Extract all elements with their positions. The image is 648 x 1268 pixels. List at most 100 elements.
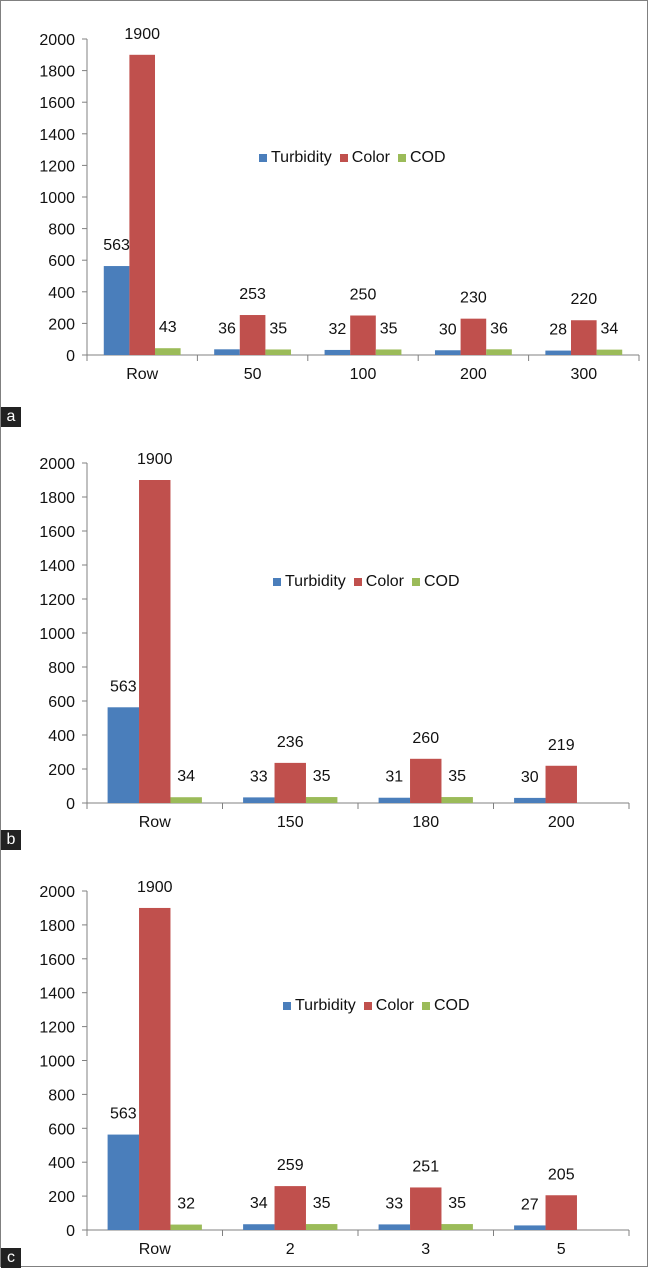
legend-swatch-color xyxy=(363,1002,372,1010)
bar-color-row xyxy=(139,480,171,803)
legend-item-color: Color xyxy=(363,997,414,1015)
bar-turbidity-150 xyxy=(243,797,275,803)
y-tick-label: 800 xyxy=(48,1087,75,1104)
bar-cod-row xyxy=(155,348,181,355)
bar-color-200 xyxy=(545,765,577,803)
legend-item-turbidity: Turbidity xyxy=(259,149,332,167)
legend-swatch-cod xyxy=(422,1002,430,1010)
bar-cod-100 xyxy=(375,349,402,355)
bar-turbidity-2 xyxy=(243,1224,275,1230)
data-label-turbidity: 33 xyxy=(385,1195,403,1212)
data-label-color: 236 xyxy=(277,734,304,751)
legend-swatch-turbidity xyxy=(259,154,267,162)
bar-color-100 xyxy=(350,315,376,355)
legend-item-color: Color xyxy=(339,149,390,167)
panel-label-b: b xyxy=(1,830,21,850)
bar-turbidity-row xyxy=(107,707,140,803)
y-tick-label: 0 xyxy=(66,348,75,365)
bar-cod-row xyxy=(170,1224,202,1230)
x-category-label: 200 xyxy=(548,814,575,831)
data-label-color: 1900 xyxy=(124,26,160,43)
legend-label-turbidity: Turbidity xyxy=(285,573,346,590)
data-label-cod: 35 xyxy=(448,768,466,785)
data-label-cod: 35 xyxy=(380,320,398,337)
bar-color-row xyxy=(139,907,171,1230)
legend-label-color: Color xyxy=(351,149,390,166)
x-category-label: 50 xyxy=(244,366,262,383)
bar-color-180 xyxy=(410,758,442,803)
y-tick-label: 0 xyxy=(66,1223,75,1240)
y-tick-label: 1800 xyxy=(39,490,75,507)
bar-color-5 xyxy=(545,1195,577,1230)
y-tick-label: 1800 xyxy=(39,64,75,81)
data-label-turbidity: 563 xyxy=(110,678,137,695)
bar-chart-b: 0 200 400 600 800 1000 1200 1400 1600 1800 2000 Row… xyxy=(39,451,630,831)
chart-legend: Turbidity Color COD xyxy=(283,997,478,1015)
bar-turbidity-100 xyxy=(324,349,351,355)
bar-color-3 xyxy=(410,1187,442,1230)
bar-turbidity-200 xyxy=(434,350,461,355)
bar-turbidity-5 xyxy=(514,1225,546,1230)
x-category-label: 150 xyxy=(277,814,304,831)
x-category-label: 100 xyxy=(350,366,377,383)
data-label-turbidity: 30 xyxy=(439,321,457,338)
data-label-cod: 43 xyxy=(159,319,177,336)
chart-panel-c: 0 200 400 600 800 1000 1200 1400 1600 1800 2000 Row… xyxy=(1,849,648,1268)
data-label-cod: 32 xyxy=(177,1196,195,1213)
bar-color-200 xyxy=(460,318,487,355)
legend-item-turbidity: Turbidity xyxy=(273,573,346,591)
data-label-color: 220 xyxy=(570,291,597,308)
bar-turbidity-50 xyxy=(214,349,240,355)
chart-legend: Turbidity Color COD xyxy=(259,149,454,167)
y-tick-label: 1000 xyxy=(39,626,75,643)
bar-cod-300 xyxy=(596,349,623,355)
y-tick-label: 800 xyxy=(48,660,75,677)
panel-label-c: c xyxy=(1,1248,21,1268)
y-tick-label: 1800 xyxy=(39,918,75,935)
data-label-turbidity: 563 xyxy=(103,237,130,254)
y-tick-label: 1600 xyxy=(39,524,75,541)
legend-swatch-cod xyxy=(412,578,420,586)
legend-swatch-color xyxy=(339,154,348,162)
legend-item-color: Color xyxy=(353,573,404,591)
data-label-color: 260 xyxy=(412,730,439,747)
data-label-color: 230 xyxy=(460,290,487,307)
legend-label-cod: COD xyxy=(434,997,470,1014)
y-tick-label: 400 xyxy=(48,728,75,745)
y-tick-label: 1400 xyxy=(39,127,75,144)
legend-swatch-color xyxy=(353,578,362,586)
data-label-color: 250 xyxy=(350,287,377,304)
data-label-cod: 35 xyxy=(269,320,287,337)
chart-panel-b: 0 200 400 600 800 1000 1200 1400 1600 1800 2000 Row… xyxy=(1,425,648,850)
y-tick-label: 1200 xyxy=(39,158,75,175)
y-tick-label: 2000 xyxy=(39,456,75,473)
legend-swatch-cod xyxy=(398,154,406,162)
y-tick-label: 1400 xyxy=(39,986,75,1003)
x-category-label: 5 xyxy=(557,1241,566,1258)
bar-cod-2 xyxy=(305,1224,338,1230)
y-tick-label: 1600 xyxy=(39,952,75,969)
data-label-turbidity: 28 xyxy=(549,322,567,339)
legend-item-cod: COD xyxy=(422,997,470,1015)
legend-swatch-turbidity xyxy=(283,1002,291,1010)
bar-cod-200 xyxy=(486,349,512,355)
data-label-color: 259 xyxy=(277,1157,304,1174)
bar-turbidity-300 xyxy=(545,350,571,355)
x-category-label: 2 xyxy=(286,1241,295,1258)
bar-color-50 xyxy=(239,315,266,355)
bar-color-2 xyxy=(274,1186,306,1230)
data-label-color: 205 xyxy=(548,1166,575,1183)
data-label-color: 1900 xyxy=(137,879,173,896)
bar-cod-3 xyxy=(441,1224,473,1230)
bar-color-150 xyxy=(274,762,306,803)
bar-color-row xyxy=(129,54,156,356)
data-label-turbidity: 31 xyxy=(385,769,403,786)
data-label-turbidity: 34 xyxy=(250,1195,268,1212)
legend-swatch-turbidity xyxy=(273,578,281,586)
bar-turbidity-row xyxy=(107,1134,140,1230)
y-tick-label: 600 xyxy=(48,694,75,711)
data-label-cod: 34 xyxy=(177,768,195,785)
y-tick-label: 200 xyxy=(48,762,75,779)
y-tick-label: 400 xyxy=(48,285,75,302)
